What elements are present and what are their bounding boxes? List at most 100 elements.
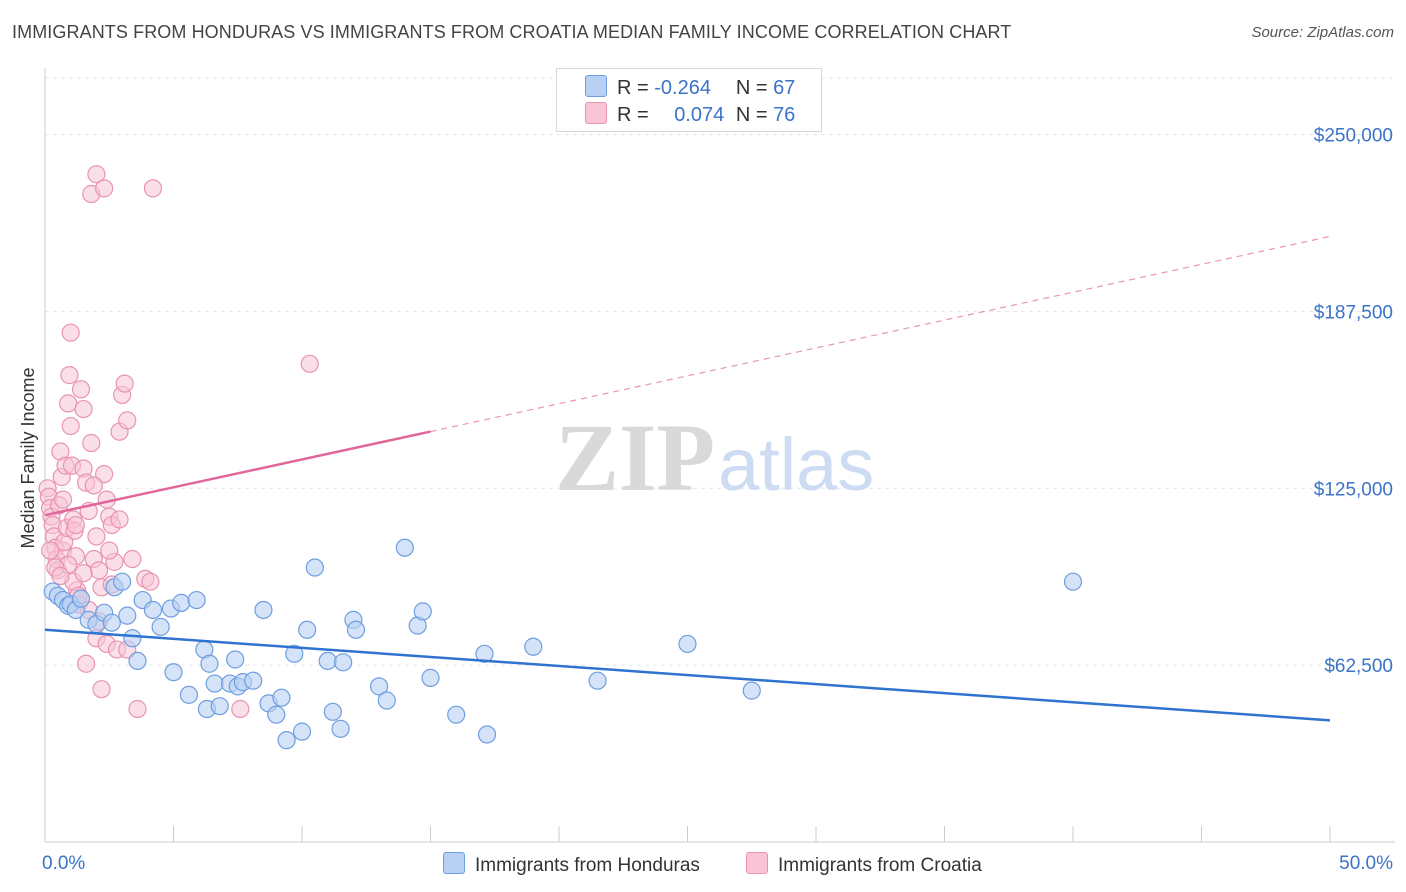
honduras-point (267, 705, 286, 724)
honduras-point (123, 629, 142, 648)
croatia-point (87, 165, 106, 184)
grid-lines (45, 77, 1395, 666)
croatia-point (118, 411, 137, 430)
honduras-point (164, 663, 183, 682)
legend-row-honduras: R = -0.264 N = 67 (585, 75, 795, 101)
legend-honduras-r: -0.264 (654, 77, 711, 99)
honduras-point (413, 602, 432, 621)
legend-n-label: N = (735, 104, 768, 126)
legend-item-croatia[interactable]: Immigrants from Croatia (746, 852, 982, 877)
croatia-point (110, 510, 129, 529)
croatia-point (59, 394, 78, 413)
honduras-point (102, 613, 121, 632)
honduras-point (285, 644, 304, 663)
croatia-point (95, 179, 114, 198)
croatia-point (53, 490, 73, 509)
legend-n-label: N = (735, 77, 768, 99)
honduras-point (172, 593, 191, 612)
croatia-point (115, 374, 134, 393)
legend-row-croatia: R = 0.074 N = 76 (585, 102, 795, 128)
watermark: ZIP atlas (555, 404, 874, 511)
croatia-point (231, 699, 250, 719)
trend-lines (44, 235, 1331, 722)
honduras-point (143, 600, 163, 620)
croatia-point (123, 549, 142, 569)
honduras-point (128, 651, 147, 671)
correlation-legend: R = -0.264 N = 67 R = 0.074 N = 76 (556, 68, 822, 132)
croatia-point (41, 541, 60, 560)
y-tick-label: $250,000 (1314, 126, 1393, 147)
croatia-point (82, 433, 101, 453)
croatia-point (300, 354, 319, 373)
honduras-point (588, 671, 607, 690)
legend-honduras-label: Immigrants from Honduras (475, 855, 700, 876)
honduras-point (323, 702, 342, 721)
croatia-point (71, 380, 91, 399)
croatia-swatch-icon (585, 102, 607, 124)
y-tick-label: $187,500 (1314, 302, 1393, 323)
honduras-point (254, 600, 273, 620)
croatia-point (84, 476, 103, 495)
legend-item-honduras[interactable]: Immigrants from Honduras (443, 852, 700, 877)
honduras-point (226, 650, 245, 669)
honduras-point (118, 606, 137, 625)
legend-r-label: R = (617, 104, 649, 126)
axes (44, 68, 1395, 843)
watermark-atlas: atlas (718, 423, 874, 506)
honduras-point (272, 688, 291, 707)
honduras-point (71, 589, 91, 608)
croatia-trend-extension (430, 235, 1331, 433)
source-label: Source: ZipAtlas.com (1251, 24, 1394, 41)
x-tick-label: 0.0% (42, 853, 85, 874)
honduras-point (305, 558, 324, 577)
x-tick-label: 50.0% (1339, 853, 1393, 874)
honduras-point (331, 719, 350, 738)
tick-labels: $62,500 $125,000 $187,500 $250,000 0.0% 50.0% (42, 126, 1393, 874)
honduras-point (475, 644, 494, 663)
honduras-legend-swatch-icon (443, 852, 465, 874)
croatia-point (141, 572, 160, 591)
honduras-point (292, 722, 312, 741)
honduras-point (205, 674, 224, 693)
honduras-point (477, 725, 497, 744)
honduras-point (377, 691, 396, 710)
honduras-point (277, 731, 296, 750)
honduras-point (346, 620, 366, 639)
honduras-point (112, 572, 132, 591)
honduras-point (151, 617, 170, 637)
croatia-point (77, 654, 96, 673)
croatia-point (51, 566, 70, 586)
honduras-point (742, 681, 761, 700)
croatia-point (61, 323, 80, 342)
honduras-point (200, 654, 219, 673)
honduras-point (187, 590, 206, 610)
croatia-trend-line (44, 430, 431, 517)
honduras-point (298, 620, 317, 639)
legend-croatia-r: 0.074 (674, 104, 725, 126)
honduras-point (370, 677, 389, 696)
honduras-point (678, 634, 697, 654)
croatia-legend-swatch-icon (746, 852, 768, 874)
honduras-point (334, 653, 353, 672)
y-tick-label: $125,000 (1314, 479, 1393, 500)
honduras-swatch-icon (585, 75, 607, 97)
honduras-point (421, 668, 440, 687)
honduras-point (447, 705, 466, 724)
honduras-point (1063, 572, 1083, 591)
legend-croatia-n: 76 (773, 104, 796, 126)
legend-honduras-n: 67 (773, 77, 796, 99)
croatia-point (89, 561, 109, 580)
honduras-point (179, 685, 199, 704)
series-croatia-points (38, 165, 319, 719)
croatia-point (92, 680, 111, 699)
croatia-point (74, 564, 93, 583)
honduras-point (210, 697, 229, 716)
honduras-trend-line (44, 628, 1331, 722)
croatia-point (95, 465, 114, 484)
chart-title: IMMIGRANTS FROM HONDURAS VS IMMIGRANTS F… (12, 22, 1012, 42)
series-honduras-points (43, 538, 1083, 750)
croatia-point (74, 399, 93, 419)
honduras-point (244, 671, 263, 690)
croatia-point (128, 699, 147, 719)
